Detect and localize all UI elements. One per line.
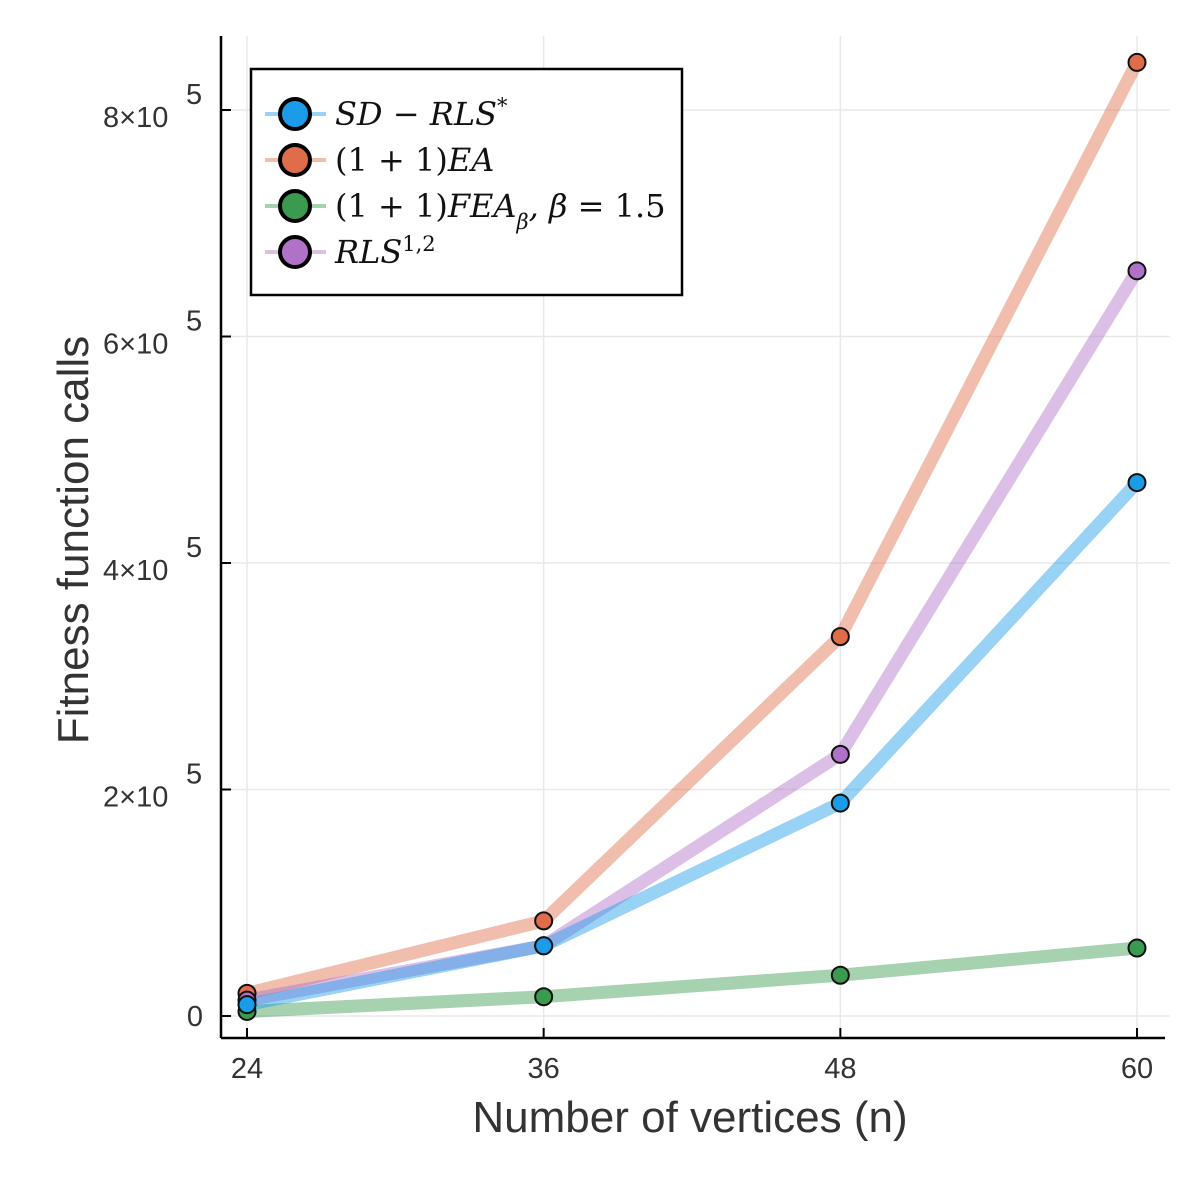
legend: SD − RLS* (1 + 1)EA (1 + 1)FEAβ, β = 1.5RL…: [249, 67, 684, 297]
tick-labels: 24 36 48 60 0 2×10 5 4×10 5 6×10 5 8×10 5: [103, 79, 1153, 1085]
legend-label-2: (1 + 1)FEAβ, β = 1.5: [335, 187, 666, 234]
series-1-point-1: [534, 911, 554, 931]
x-tick-label-2: 48: [824, 1053, 856, 1085]
y-tick-label-0: 0: [187, 1001, 203, 1033]
legend-label-1: (1 + 1)EA: [335, 141, 494, 179]
x-axis-label: Number of vertices (n): [472, 1093, 907, 1142]
series-2-point-2: [830, 965, 850, 985]
y-tick-label-2: 4×10: [103, 555, 168, 587]
legend-marker-3: [278, 235, 312, 269]
axes: [219, 36, 1165, 1040]
series-line-2: [240, 941, 1144, 1018]
legend-box: [249, 67, 684, 297]
series-2-point-3: [1127, 938, 1147, 958]
series-1-point-2: [830, 627, 850, 647]
legend-marker-2: [278, 189, 312, 223]
legend-label-0: SD − RLS*: [335, 94, 508, 133]
y-tick-label-1: 2×10: [103, 782, 168, 814]
y-tick-exponent-4: 5: [186, 79, 202, 111]
series-lines: [240, 55, 1144, 1018]
series-line-0: [240, 476, 1144, 1012]
y-tick-exponent-1: 5: [186, 759, 202, 791]
x-tick-label-0: 24: [231, 1053, 263, 1085]
series-line-3: [240, 264, 1144, 1007]
series-1-point-3: [1127, 52, 1147, 72]
y-tick-exponent-3: 5: [186, 306, 202, 338]
series-2-point-1: [534, 987, 554, 1007]
series-0-point-2: [830, 793, 850, 813]
y-axis-label: Fitness function calls: [49, 336, 98, 744]
series-line-1: [240, 55, 1144, 1000]
legend-marker-0: [278, 97, 312, 131]
y-tick-exponent-2: 5: [186, 532, 202, 564]
x-tick-label-3: 60: [1121, 1053, 1153, 1085]
series-3-point-3: [1127, 261, 1147, 281]
series-0-point-3: [1127, 473, 1147, 493]
y-tick-label-4: 8×10: [103, 102, 168, 134]
series-3-point-2: [830, 744, 850, 764]
y-tick-label-3: 6×10: [103, 329, 168, 361]
series-0-point-0: [237, 995, 257, 1015]
legend-label-3: RLS1,2: [334, 232, 436, 271]
series-points: [237, 52, 1147, 1021]
x-tick-label-1: 36: [528, 1053, 560, 1085]
series-0-point-1: [534, 936, 554, 956]
legend-marker-1: [278, 143, 312, 177]
